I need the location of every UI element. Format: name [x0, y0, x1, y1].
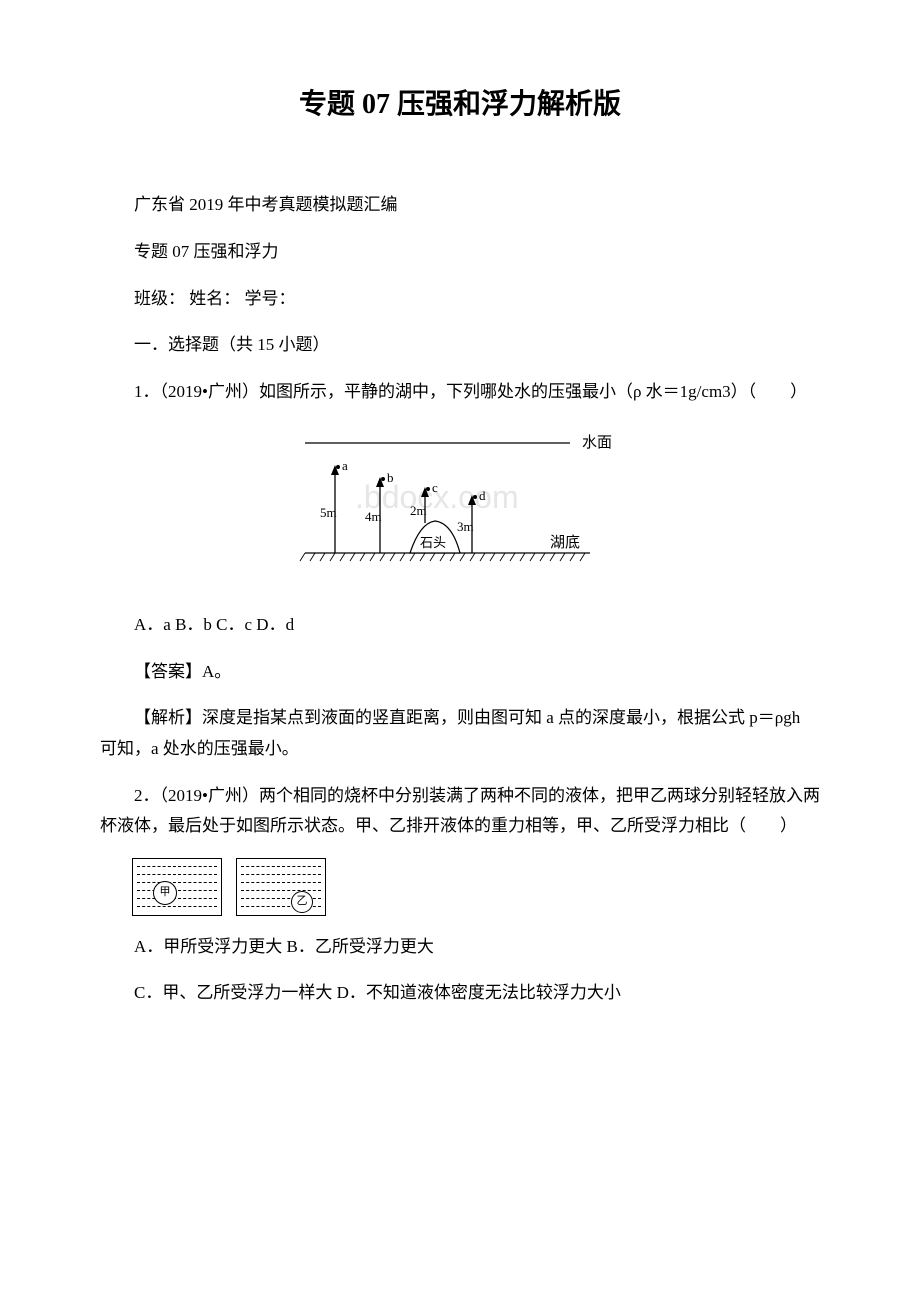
svg-text:c: c	[432, 480, 438, 495]
ball-jia: 甲	[153, 881, 177, 905]
bottom-label: 湖底	[550, 534, 580, 551]
svg-text:2m: 2m	[410, 503, 427, 518]
svg-text:d: d	[479, 488, 486, 503]
q2-options-cd: C．甲、乙所受浮力一样大 D．不知道液体密度无法比较浮力大小	[100, 978, 820, 1009]
source-line: 广东省 2019 年中考真题模拟题汇编	[100, 190, 820, 221]
svg-text:5m: 5m	[320, 505, 337, 520]
hatching	[300, 553, 585, 561]
q1-options: A．a B．b C．c D．d	[100, 610, 820, 641]
beaker-jia: 甲	[132, 858, 222, 916]
rock-label: 石头	[420, 535, 446, 550]
q1-figure: 水面	[100, 423, 820, 594]
svg-text:b: b	[387, 470, 394, 485]
q2-figure: 甲 乙	[132, 858, 820, 916]
q2-stem: 2．（2019•广州）两个相同的烧杯中分别装满了两种不同的液体，把甲乙两球分别轻…	[100, 781, 820, 842]
arrow-a: a 5m	[320, 458, 348, 553]
surface-label: 水面	[582, 434, 612, 451]
beaker-yi: 乙	[236, 858, 326, 916]
ball-yi: 乙	[291, 891, 313, 913]
section-line: 一．选择题（共 15 小题）	[100, 330, 820, 361]
svg-text:a: a	[342, 458, 348, 473]
q1-stem: 1．（2019•广州）如图所示，平静的湖中，下列哪处水的压强最小（ρ 水＝1g/…	[100, 377, 820, 408]
subject-line: 专题 07 压强和浮力	[100, 237, 820, 268]
svg-text:3m: 3m	[457, 519, 474, 534]
doc-title: 专题 07 压强和浮力解析版	[100, 80, 820, 130]
form-line: 班级： 姓名： 学号：	[100, 284, 820, 315]
lake-diagram: 水面	[280, 423, 640, 583]
svg-text:4m: 4m	[365, 509, 382, 524]
q1-answer: 【答案】A。	[100, 657, 820, 688]
q1-explain: 【解析】深度是指某点到液面的竖直距离，则由图可知 a 点的深度最小，根据公式 p…	[100, 703, 820, 764]
q2-options-ab: A．甲所受浮力更大 B．乙所受浮力更大	[100, 932, 820, 963]
